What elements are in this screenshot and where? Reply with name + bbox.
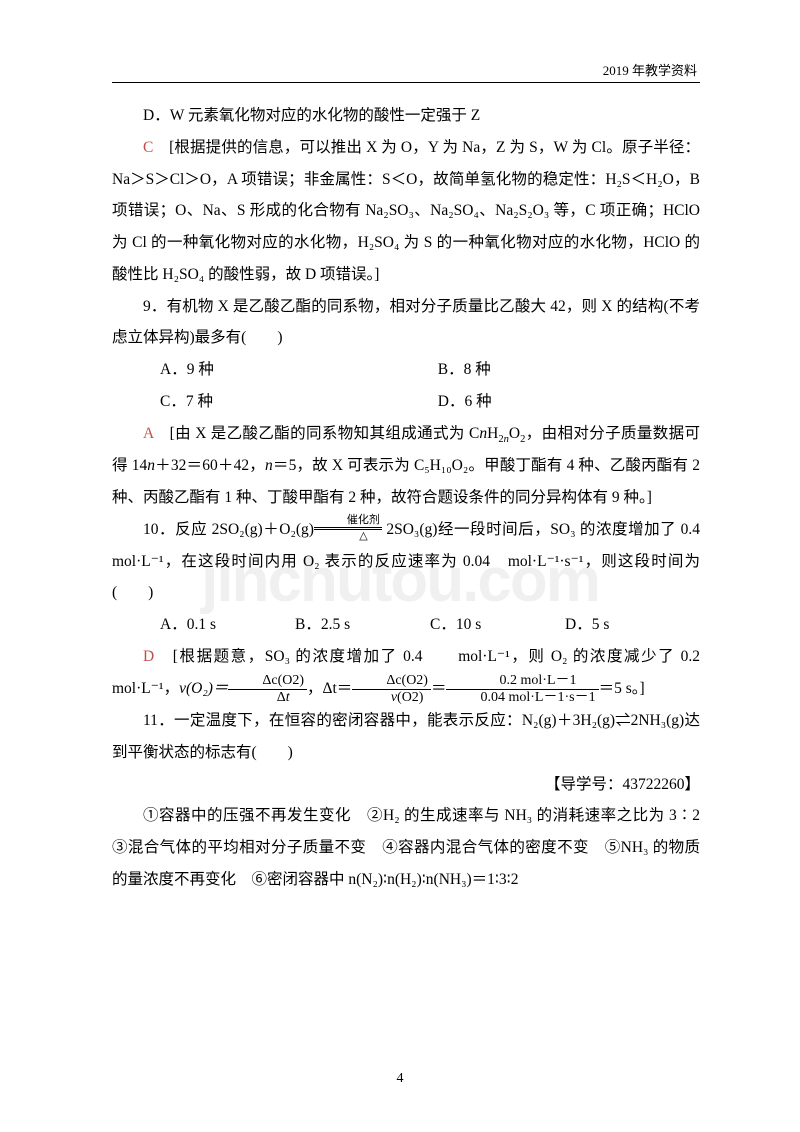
- question-9-options-row1: A．9 种 B．8 种: [112, 354, 700, 386]
- question-11: 11．一定温度下，在恒容的密闭容器中，能表示反应：N₂(g)＋3H₂(g)⇌2N…: [112, 705, 700, 769]
- answer-8: C [根据提供的信息，可以推出 X 为 O，Y 为 Na，Z 为 S，W 为 C…: [112, 132, 700, 291]
- answer-8-letter: C: [143, 139, 153, 156]
- q9-opt-c: C．7 种: [160, 386, 422, 418]
- running-head: 2019 年教学资料: [603, 60, 697, 79]
- frac-1: Δc(O2)Δt: [228, 673, 307, 705]
- question-11-guide: 【导学号：43722260】: [112, 769, 700, 801]
- answer-8-body: [根据提供的信息，可以推出 X 为 O，Y 为 Na，Z 为 S，W 为 Cl。…: [112, 139, 700, 283]
- question-11-statements: ①容器中的压强不再发生变化 ②H₂ 的生成速率与 NH₃ 的消耗速率之比为 3∶…: [112, 800, 700, 895]
- q10-opt-c: C．10 s: [430, 609, 565, 641]
- page: 2019 年教学资料 jinchutou.com D．W 元素氧化物对应的水化物…: [0, 0, 800, 1132]
- question-10-options: A．0.1 s B．2.5 s C．10 s D．5 s: [112, 609, 700, 641]
- frac2-num: Δc(O2): [352, 673, 431, 689]
- header-rule: [112, 82, 700, 83]
- answer-9: A [由 X 是乙酸乙酯的同系物知其组成通式为 CnH2nO2，由相对分子质量数…: [112, 418, 700, 514]
- question-9-options-row2: C．7 种 D．6 种: [112, 386, 700, 418]
- question-10: 10．反应 2SO₂(g)＋O₂(g)催化剂△ 2SO₃(g)经一段时间后，SO…: [112, 514, 700, 609]
- frac2-den: v(O2): [352, 690, 431, 705]
- q10-opt-d: D．5 s: [565, 609, 700, 641]
- frac3-den: 0.04 mol·L－1·s－1: [446, 690, 598, 705]
- answer-10-v: v(O₂)＝: [179, 680, 228, 697]
- page-number: 4: [397, 1071, 404, 1087]
- q9-opt-b: B．8 种: [438, 354, 700, 386]
- q9-opt-d: D．6 种: [438, 386, 700, 418]
- answer-9-pre: [由 X 是乙酸乙酯的同系物知其组成通式为 C: [153, 425, 479, 442]
- q10-opt-a: A．0.1 s: [160, 609, 295, 641]
- reaction-condition: 催化剂△: [314, 515, 382, 542]
- frac1-den: Δt: [228, 690, 307, 705]
- answer-10: D [根据题意，SO₃ 的浓度增加了 0.4 mol·L⁻¹，则 O₂ 的浓度减…: [112, 641, 700, 705]
- content: D．W 元素氧化物对应的水化物的酸性一定强于 Z C [根据提供的信息，可以推出…: [112, 100, 700, 896]
- answer-10-letter: D: [143, 648, 154, 665]
- cond-bot: △: [314, 529, 382, 542]
- frac3-num: 0.2 mol·L－1: [446, 673, 598, 689]
- answer-10-eq: ＝: [431, 680, 447, 697]
- q10-text-a: 10．反应 2SO₂(g)＋O₂(g): [143, 521, 314, 538]
- answer-10-tail: ＝5 s。]: [599, 680, 645, 697]
- q8-option-d: D．W 元素氧化物对应的水化物的酸性一定强于 Z: [112, 100, 700, 132]
- question-9: 9．有机物 X 是乙酸乙酯的同系物，相对分子质量比乙酸大 42，则 X 的结构(…: [112, 291, 700, 355]
- q10-opt-b: B．2.5 s: [295, 609, 430, 641]
- frac-2: Δc(O2)v(O2): [352, 673, 431, 705]
- frac-3: 0.2 mol·L－10.04 mol·L－1·s－1: [446, 673, 598, 705]
- answer-9-letter: A: [143, 425, 153, 442]
- cond-top: 催化剂: [314, 515, 382, 528]
- answer-10-comma: ，Δt＝: [307, 680, 352, 697]
- frac1-num: Δc(O2): [228, 673, 307, 689]
- answer-9-mid2: ＋32＝60＋42，: [155, 457, 265, 474]
- q9-opt-a: A．9 种: [160, 354, 422, 386]
